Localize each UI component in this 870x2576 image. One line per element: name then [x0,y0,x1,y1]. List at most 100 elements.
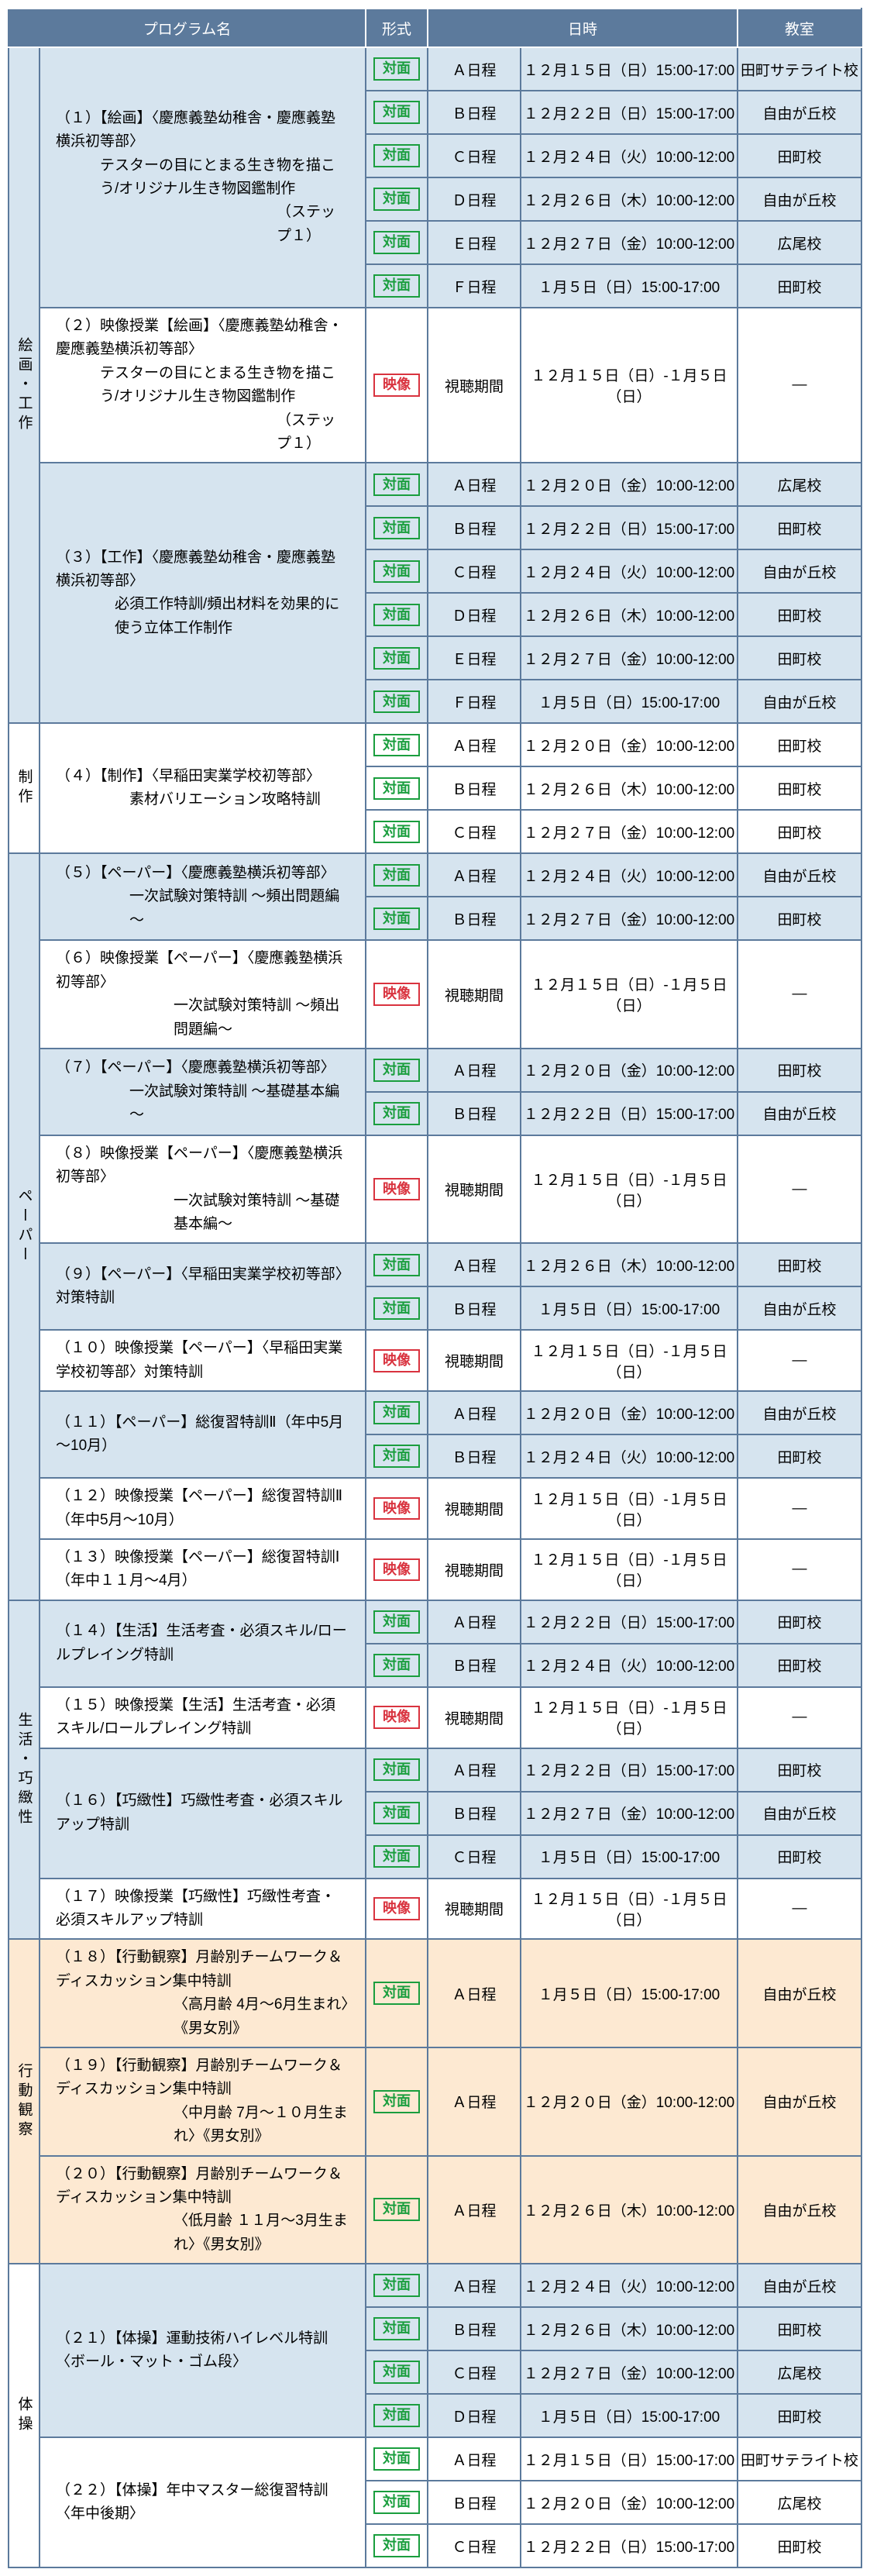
header-program: プログラム名 [9,9,366,47]
room-cell: 田町校 [738,1049,861,1092]
format-cell: 映像 [366,1687,428,1748]
format-cell: 対面 [366,177,428,221]
format-badge: 対面 [373,1802,420,1825]
schedule-cell: Ｄ日程 [428,2394,521,2437]
room-cell: 自由が丘校 [738,2047,861,2156]
format-badge: 対面 [373,2534,420,2557]
schedule-cell: Ａ日程 [428,2047,521,2156]
date-cell: １２月２２日（日）15:00-17:00 [521,2524,738,2567]
schedule-cell: Ａ日程 [428,2156,521,2264]
format-badge: 対面 [373,144,420,167]
schedule-cell: Ａ日程 [428,463,521,506]
format-badge: 対面 [373,474,420,497]
program-cell: （１５）映像授業【生活】生活考査・必須スキル/ロールプレイング特訓 [40,1687,366,1748]
date-cell: １２月１５日（日）-１月５日（日） [521,308,738,463]
category-cell: ペーパー [9,853,40,1600]
schedule-cell: Ｂ日程 [428,1092,521,1135]
room-cell: 広尾校 [738,463,861,506]
schedule-cell: Ｂ日程 [428,91,521,134]
format-badge: 対面 [373,2491,420,2514]
schedule-cell: 視聴期間 [428,940,521,1049]
date-cell: １月５日（日）15:00-17:00 [521,1286,738,1330]
format-badge: 対面 [373,1610,420,1634]
room-cell: 自由が丘校 [738,853,861,897]
schedule-cell: Ｄ日程 [428,177,521,221]
program-cell: （３）【工作】〈慶應義塾幼稚舎・慶應義塾横浜初等部〉必須工作特訓/頻出材料を効果… [40,463,366,723]
schedule-cell: 視聴期間 [428,1539,521,1600]
room-cell: 田町校 [738,810,861,853]
format-badge: 対面 [373,2404,420,2427]
format-cell: 対面 [366,1600,428,1644]
format-cell: 対面 [366,221,428,264]
format-badge: 対面 [373,1401,420,1424]
room-cell: 自由が丘校 [738,1939,861,2047]
date-cell: １２月２７日（金）10:00-12:00 [521,636,738,680]
format-badge: 対面 [373,907,420,931]
program-cell: （１３）映像授業【ペーパー】総復習特訓Ⅰ（年中１１月～4月） [40,1539,366,1600]
program-cell: （５）【ペーパー】〈慶應義塾横浜初等部〉一次試験対策特訓 ～頻出問題編～ [40,853,366,940]
format-badge: 映像 [373,1349,420,1372]
room-cell: 自由が丘校 [738,680,861,723]
format-cell: 対面 [366,1092,428,1135]
category-cell: 制作 [9,723,40,853]
format-cell: 映像 [366,1478,428,1539]
date-cell: １２月２２日（日）15:00-17:00 [521,1092,738,1135]
schedule-cell: Ａ日程 [428,1049,521,1092]
format-cell: 映像 [366,1135,428,1244]
format-cell: 映像 [366,940,428,1049]
program-cell: （１６）【巧緻性】巧緻性考査・必須スキルアップ特訓 [40,1748,366,1879]
program-cell: （９）【ペーパー】〈早稲田実業学校初等部〉対策特訓 [40,1243,366,1330]
format-cell: 対面 [366,2524,428,2567]
format-badge: 対面 [373,1059,420,1082]
schedule-cell: Ｂ日程 [428,1434,521,1478]
format-badge: 対面 [373,2447,420,2471]
date-cell: １月５日（日）15:00-17:00 [521,680,738,723]
room-cell: 田町校 [738,766,861,810]
room-cell: ― [738,1330,861,1391]
schedule-cell: 視聴期間 [428,1879,521,1940]
room-cell: 自由が丘校 [738,2264,861,2307]
program-cell: （６）映像授業【ペーパー】〈慶應義塾横浜初等部〉一次試験対策特訓 ～頻出問題編～ [40,940,366,1049]
format-cell: 映像 [366,308,428,463]
format-badge: 対面 [373,1758,420,1782]
date-cell: １月５日（日）15:00-17:00 [521,2394,738,2437]
date-cell: １２月２６日（木）10:00-12:00 [521,593,738,636]
format-badge: 対面 [373,57,420,81]
room-cell: 田町校 [738,1434,861,1478]
format-cell: 対面 [366,2264,428,2307]
room-cell: 自由が丘校 [738,1286,861,1330]
program-cell: （１２）映像授業【ペーパー】総復習特訓Ⅱ（年中5月～10月） [40,1478,366,1539]
room-cell: 田町校 [738,2394,861,2437]
schedule-cell: Ｂ日程 [428,1644,521,1687]
program-cell: （２２）【体操】年中マスター総復習特訓〈年中後期〉 [40,2437,366,2567]
schedule-cell: Ｃ日程 [428,134,521,177]
date-cell: １２月１５日（日）-１月５日（日） [521,1687,738,1748]
schedule-cell: Ｃ日程 [428,810,521,853]
format-badge: 対面 [373,274,420,298]
date-cell: １２月２４日（火）10:00-12:00 [521,1644,738,1687]
format-badge: 対面 [373,1654,420,1677]
format-cell: 対面 [366,463,428,506]
date-cell: １２月２２日（日）15:00-17:00 [521,91,738,134]
room-cell: 田町校 [738,636,861,680]
schedule-cell: Ｂ日程 [428,2307,521,2350]
format-badge: 対面 [373,1445,420,1468]
date-cell: １２月２６日（木）10:00-12:00 [521,2307,738,2350]
format-badge: 映像 [373,1178,420,1201]
room-cell: 田町校 [738,506,861,549]
date-cell: １２月２６日（木）10:00-12:00 [521,177,738,221]
date-cell: １２月１５日（日）-１月５日（日） [521,940,738,1049]
format-cell: 対面 [366,2307,428,2350]
format-cell: 対面 [366,853,428,897]
format-cell: 対面 [366,1049,428,1092]
format-badge: 対面 [373,2317,420,2340]
format-cell: 映像 [366,1879,428,1940]
room-cell: 広尾校 [738,221,861,264]
room-cell: 自由が丘校 [738,1391,861,1434]
format-cell: 対面 [366,264,428,308]
format-cell: 対面 [366,593,428,636]
format-cell: 対面 [366,1434,428,1478]
program-cell: （１１）【ペーパー】総復習特訓Ⅱ（年中5月～10月） [40,1391,366,1478]
room-cell: 田町サテライト校 [738,2437,861,2481]
date-cell: １２月１５日（日）-１月５日（日） [521,1135,738,1244]
